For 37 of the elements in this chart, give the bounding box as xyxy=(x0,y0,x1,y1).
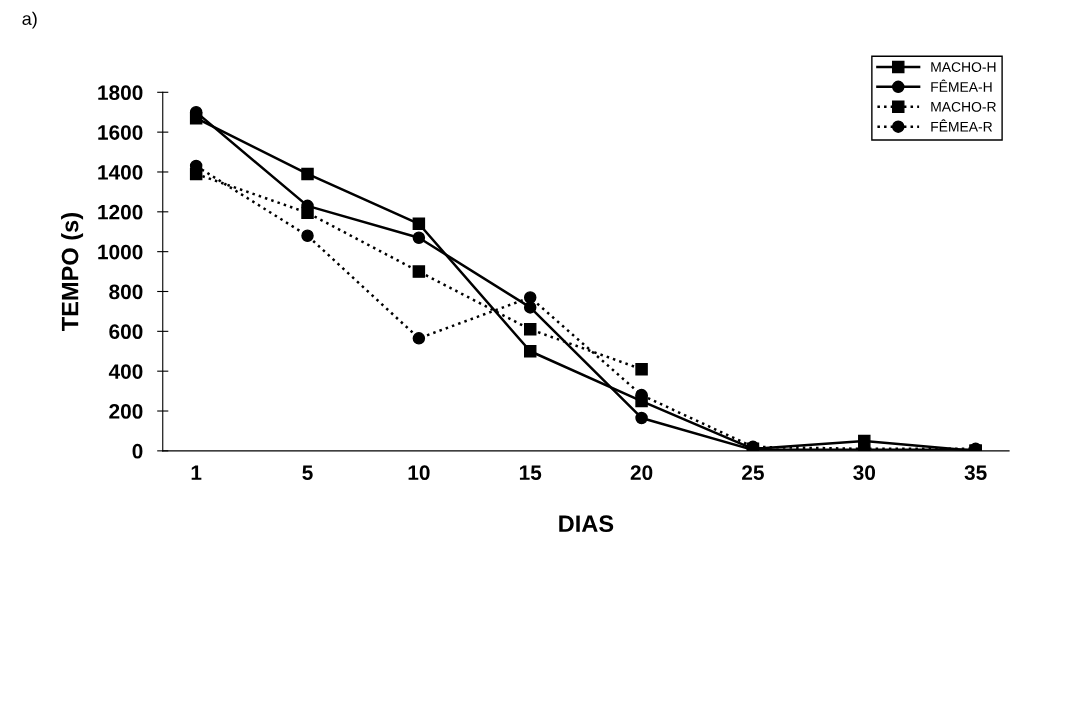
x-tick-label: 20 xyxy=(630,465,653,481)
y-axis-title: TEMPO (s) xyxy=(61,213,84,331)
legend-label: FÊMEA-H xyxy=(931,79,992,92)
x-tick-label: 1 xyxy=(191,465,202,480)
legend-label: MACHO-R xyxy=(931,101,996,112)
y-tick-label: 200 xyxy=(109,404,143,419)
y-tick-label: 0 xyxy=(132,443,143,459)
x-tick-label: 25 xyxy=(742,465,764,481)
point xyxy=(301,206,314,220)
point xyxy=(412,332,426,345)
text: a) xyxy=(22,11,37,29)
x-tick-label: 10 xyxy=(408,465,430,481)
legend-label: MACHO-H xyxy=(931,62,996,72)
y-tick-label: 800 xyxy=(109,284,143,300)
point xyxy=(301,167,314,181)
x-tick-label: 30 xyxy=(853,465,876,481)
y-tick-label: 600 xyxy=(109,324,143,340)
point xyxy=(412,231,426,244)
point xyxy=(412,265,426,278)
x-tick-label: 5 xyxy=(302,465,313,481)
y-tick-label: 1000 xyxy=(98,244,143,260)
point xyxy=(523,291,537,304)
legend-label: FÊMEA-R xyxy=(931,119,993,132)
point xyxy=(635,362,648,376)
y-tick-label: 1400 xyxy=(98,164,143,180)
point xyxy=(523,323,537,336)
x-tick-label: 15 xyxy=(519,465,542,481)
x-axis-title: DIAS xyxy=(559,515,614,533)
y-tick-label: 1800 xyxy=(98,85,143,101)
x-tick-label: 35 xyxy=(964,465,987,481)
point xyxy=(301,229,314,242)
point xyxy=(412,217,426,231)
y-tick-label: 1600 xyxy=(98,125,143,140)
y-tick-label: 400 xyxy=(108,364,143,379)
point xyxy=(523,345,537,358)
y-tick-label: 1200 xyxy=(98,204,143,220)
point xyxy=(635,411,648,425)
